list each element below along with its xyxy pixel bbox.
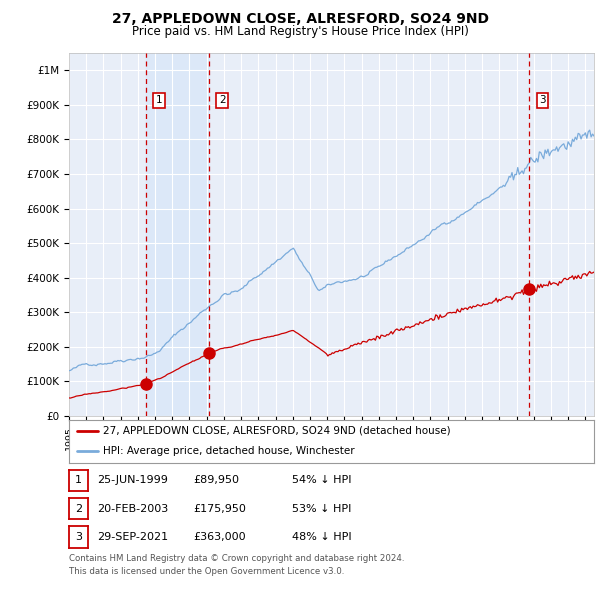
Text: Contains HM Land Registry data © Crown copyright and database right 2024.: Contains HM Land Registry data © Crown c… bbox=[69, 554, 404, 563]
Text: £363,000: £363,000 bbox=[193, 532, 246, 542]
Text: This data is licensed under the Open Government Licence v3.0.: This data is licensed under the Open Gov… bbox=[69, 567, 344, 576]
Text: 29-SEP-2021: 29-SEP-2021 bbox=[97, 532, 169, 542]
Text: 2: 2 bbox=[75, 504, 82, 514]
Text: Price paid vs. HM Land Registry's House Price Index (HPI): Price paid vs. HM Land Registry's House … bbox=[131, 25, 469, 38]
Text: 48% ↓ HPI: 48% ↓ HPI bbox=[292, 532, 352, 542]
Text: £89,950: £89,950 bbox=[193, 476, 239, 485]
Text: 20-FEB-2003: 20-FEB-2003 bbox=[97, 504, 169, 513]
Text: 3: 3 bbox=[539, 95, 546, 105]
Text: £175,950: £175,950 bbox=[193, 504, 246, 513]
Text: 3: 3 bbox=[75, 532, 82, 542]
Text: 1: 1 bbox=[156, 95, 163, 105]
Text: 27, APPLEDOWN CLOSE, ALRESFORD, SO24 9ND (detached house): 27, APPLEDOWN CLOSE, ALRESFORD, SO24 9ND… bbox=[103, 426, 451, 436]
Text: HPI: Average price, detached house, Winchester: HPI: Average price, detached house, Winc… bbox=[103, 446, 355, 456]
Bar bbox=[146, 53, 209, 416]
Text: 53% ↓ HPI: 53% ↓ HPI bbox=[292, 504, 352, 513]
Text: 1: 1 bbox=[75, 476, 82, 486]
Text: 2: 2 bbox=[219, 95, 226, 105]
Text: 54% ↓ HPI: 54% ↓ HPI bbox=[292, 476, 352, 485]
Text: 25-JUN-1999: 25-JUN-1999 bbox=[97, 476, 168, 485]
Text: 27, APPLEDOWN CLOSE, ALRESFORD, SO24 9ND: 27, APPLEDOWN CLOSE, ALRESFORD, SO24 9ND bbox=[112, 12, 488, 26]
